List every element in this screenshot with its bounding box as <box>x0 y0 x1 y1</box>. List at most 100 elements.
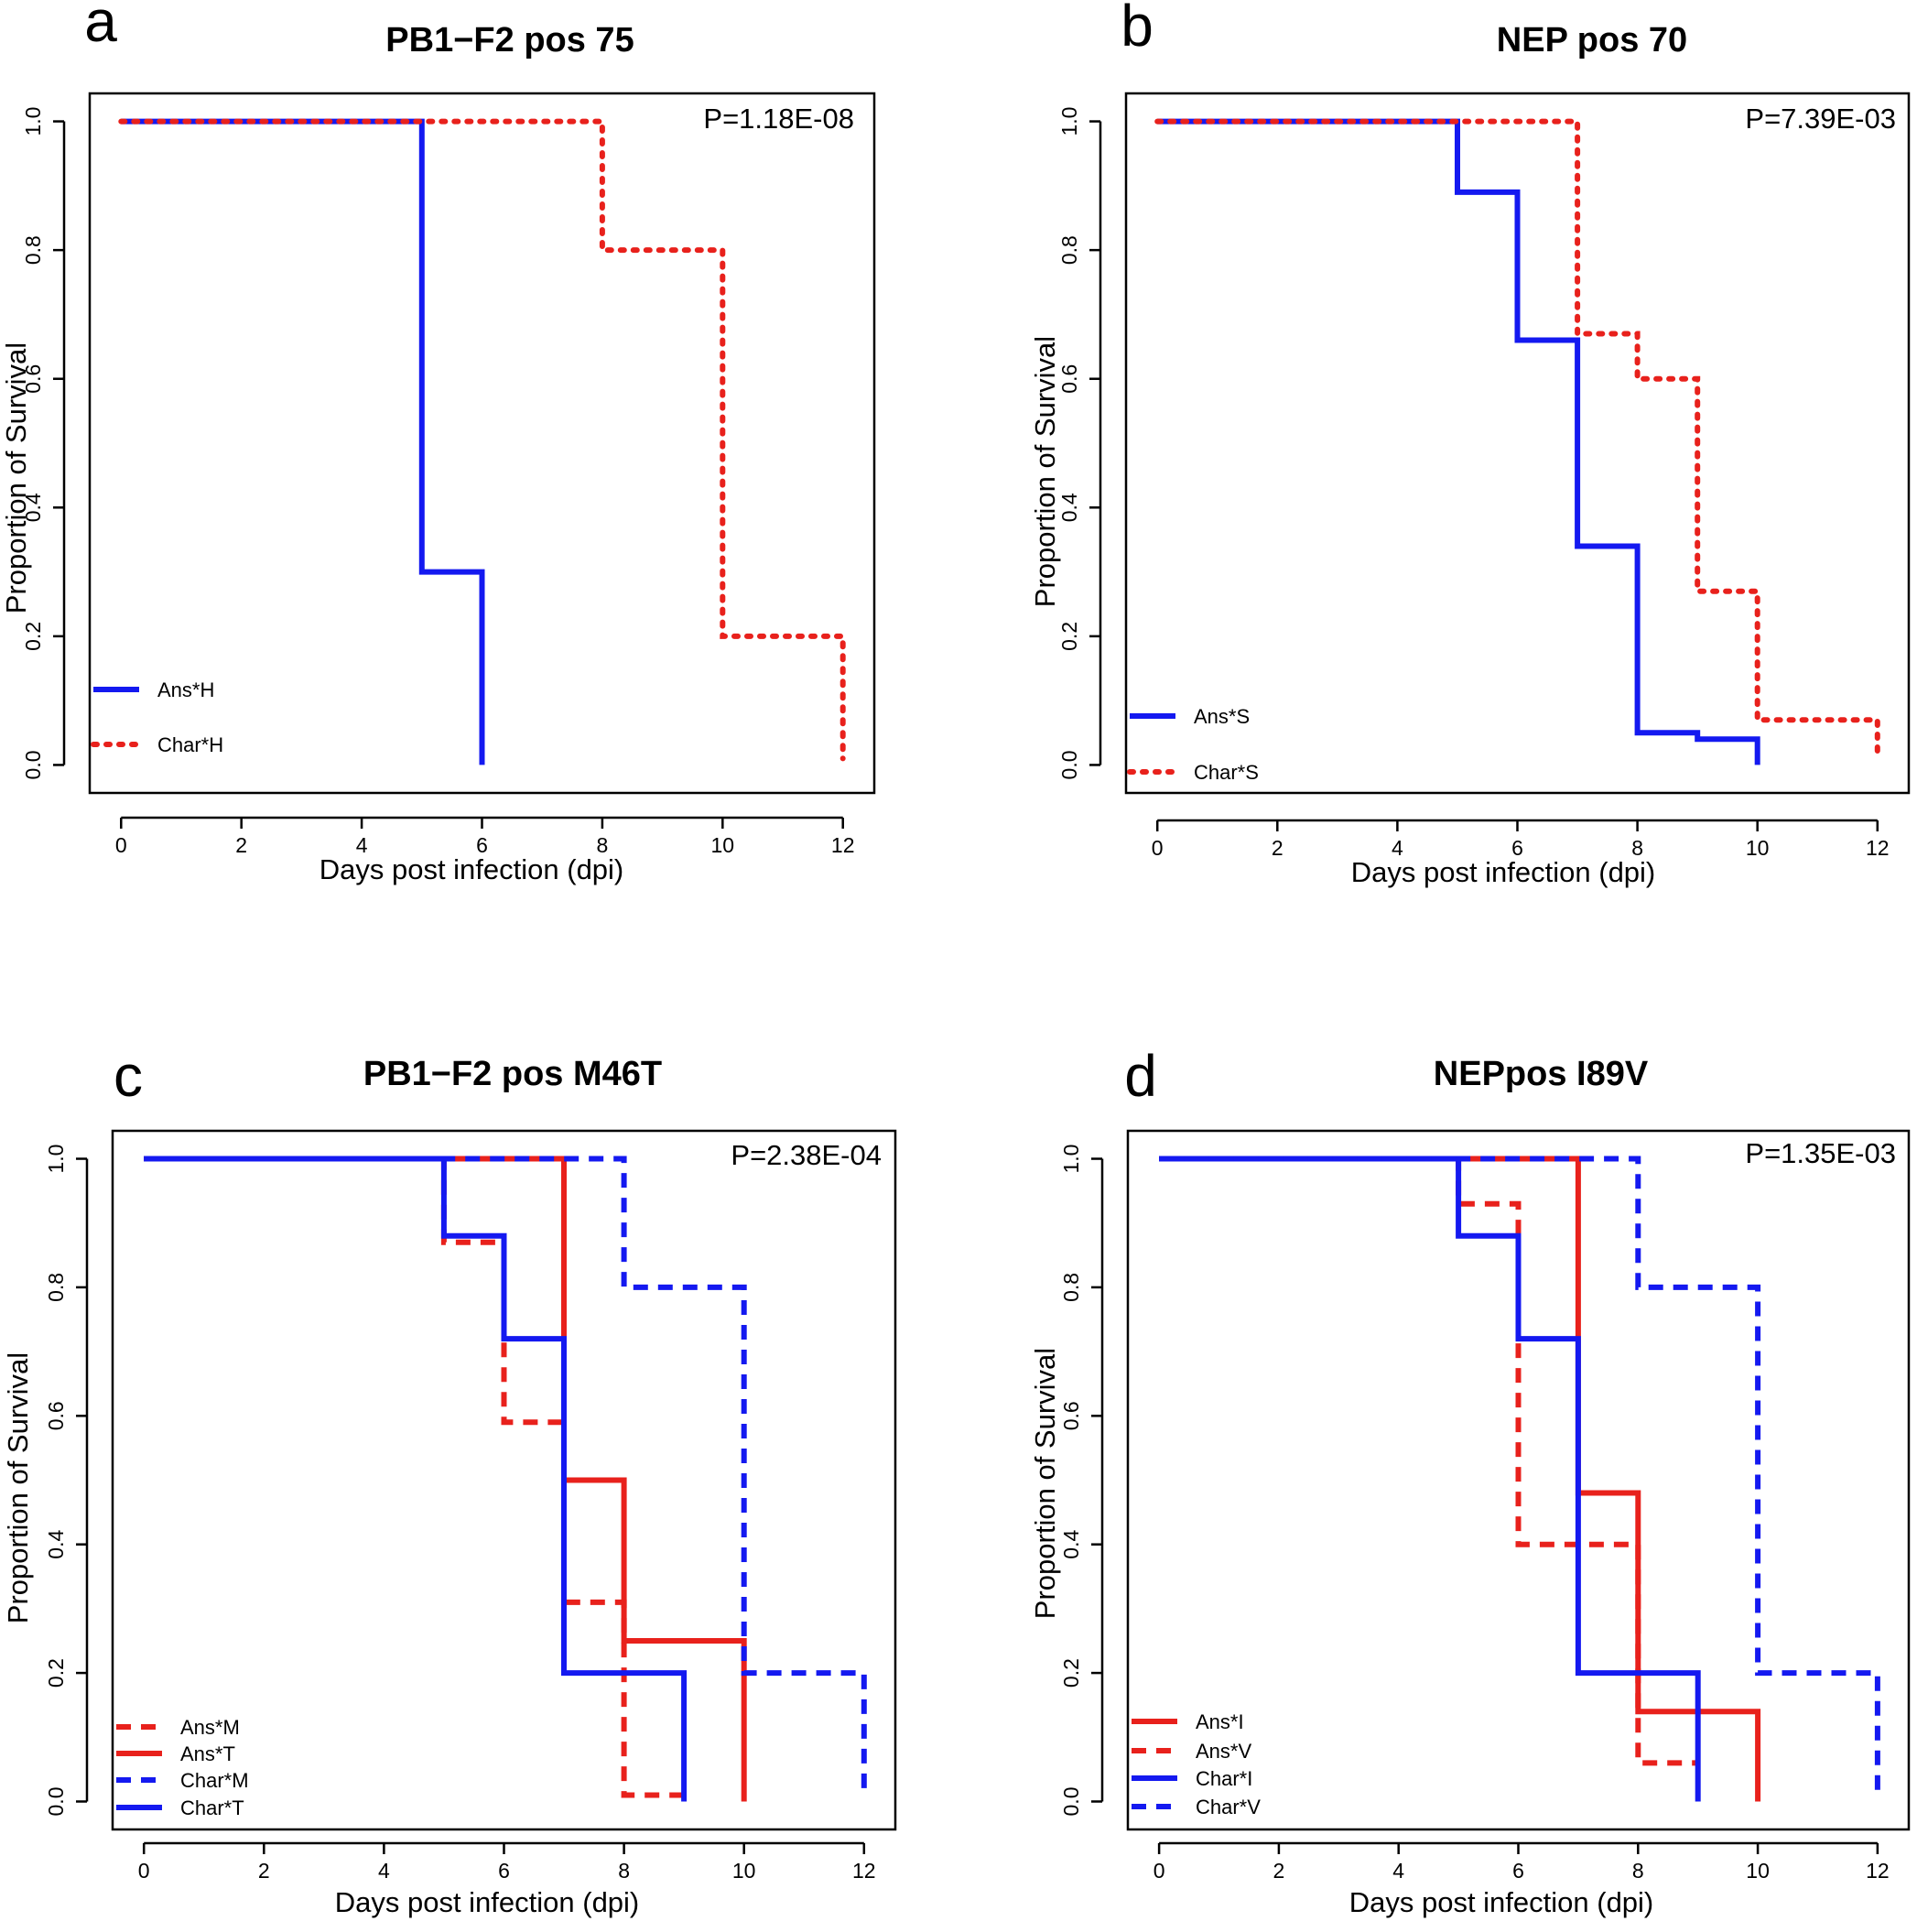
panel-d: d NEPpos I89V 0 2 4 6 8 10 12 0.0 0.2 0.4 0.6 0.8 1.0 D… <box>1029 1043 1911 1918</box>
panel-title: PB1−F2 pos 75 <box>385 21 634 60</box>
y-tick-label: 1.0 <box>21 107 45 136</box>
x-tick-label: 2 <box>1272 836 1283 860</box>
y-tick-label: 0.6 <box>44 1401 68 1430</box>
x-tick-label: 0 <box>115 833 127 857</box>
x-tick-label: 4 <box>378 1859 390 1883</box>
series-line-ans-s <box>1157 118 1760 765</box>
legend-label: Ans*M <box>180 1716 240 1739</box>
y-axis: 0.0 0.2 0.4 0.6 0.8 1.0 <box>21 107 66 779</box>
legend-label: Ans*T <box>180 1742 235 1765</box>
y-tick-label: 0.2 <box>44 1658 68 1688</box>
x-tick-label: 0 <box>1152 836 1164 860</box>
x-tick-label: 6 <box>498 1859 510 1883</box>
legend-label: Char*T <box>180 1796 244 1819</box>
y-tick-label: 0.0 <box>21 750 45 779</box>
y-tick-label: 0.2 <box>21 622 45 651</box>
series-line-ans-h <box>121 118 485 765</box>
panel-letter: d <box>1124 1043 1157 1109</box>
legend-label: Char*V <box>1196 1796 1261 1818</box>
y-tick-label: 1.0 <box>1057 107 1081 136</box>
x-tick-label: 10 <box>1746 1859 1770 1883</box>
series-line-char-s <box>1154 118 1880 762</box>
x-axis: 0 2 4 6 8 10 12 <box>138 1841 876 1883</box>
series-line-char-i <box>1159 1156 1701 1802</box>
x-tick-label: 4 <box>356 833 368 857</box>
y-tick-label: 0.8 <box>44 1273 68 1302</box>
plot-frame <box>88 92 876 795</box>
x-tick-label: 8 <box>1631 836 1643 860</box>
p-value: P=1.18E-08 <box>703 103 854 135</box>
x-axis-label: Days post infection (dpi) <box>335 1886 640 1918</box>
plot-frame <box>1124 92 1911 795</box>
x-axis-label: Days post infection (dpi) <box>1351 856 1656 888</box>
x-axis: 0 2 4 6 8 10 12 <box>115 816 855 857</box>
legend-label: Char*M <box>180 1769 249 1792</box>
x-axis-label: Days post infection (dpi) <box>320 853 624 885</box>
x-tick-label: 10 <box>1746 836 1770 860</box>
x-axis: 0 2 4 6 8 10 12 <box>1152 819 1890 860</box>
plot-frame <box>1126 1129 1911 1831</box>
y-axis-label: Proportion of Survival <box>1029 1348 1061 1619</box>
x-tick-label: 8 <box>1632 1859 1644 1883</box>
y-tick-label: 0.2 <box>1059 1658 1083 1688</box>
panel-letter: b <box>1121 0 1153 59</box>
y-axis: 0.0 0.2 0.4 0.6 0.8 1.0 <box>1057 107 1102 779</box>
x-tick-label: 12 <box>1866 1859 1890 1883</box>
legend-label: Char*I <box>1196 1767 1252 1790</box>
panel-title: NEPpos I89V <box>1434 1055 1649 1093</box>
y-tick-label: 0.6 <box>1057 364 1081 394</box>
y-tick-label: 0.0 <box>1057 750 1081 779</box>
x-tick-label: 6 <box>476 833 488 857</box>
legend: Ans*H Char*H <box>91 678 223 756</box>
x-tick-label: 10 <box>732 1859 756 1883</box>
legend-label: Char*S <box>1194 761 1259 784</box>
y-tick-label: 0.6 <box>21 364 45 394</box>
panel-b: b NEP pos 70 0 2 4 6 8 10 12 0.0 0.2 0.4 0.6 0.8 1.0 Da… <box>1029 0 1911 888</box>
legend: Ans*S Char*S <box>1127 705 1259 784</box>
y-axis-label: Proportion of Survival <box>2 1352 34 1623</box>
x-tick-label: 6 <box>1512 1859 1524 1883</box>
legend-label: Ans*S <box>1194 705 1250 728</box>
y-tick-label: 0.6 <box>1059 1401 1083 1430</box>
y-tick-label: 0.0 <box>1059 1786 1083 1816</box>
series-line-ans-t <box>144 1156 747 1802</box>
panel-title: PB1−F2 pos M46T <box>363 1055 662 1093</box>
x-tick-label: 2 <box>1273 1859 1285 1883</box>
x-tick-label: 8 <box>618 1859 630 1883</box>
x-tick-label: 2 <box>235 833 247 857</box>
legend-label: Ans*V <box>1196 1740 1251 1763</box>
x-tick-label: 0 <box>1153 1859 1165 1883</box>
x-tick-label: 10 <box>711 833 735 857</box>
y-tick-label: 0.4 <box>1057 493 1081 522</box>
x-tick-label: 4 <box>1392 1859 1404 1883</box>
p-value: P=2.38E-04 <box>731 1139 882 1171</box>
y-tick-label: 1.0 <box>1059 1145 1083 1174</box>
panel-c: c PB1−F2 pos M46T 0 2 4 6 8 10 12 0.0 0.2 0.4 0.6 0.8… <box>2 1043 897 1918</box>
series-line-char-v <box>1159 1156 1880 1796</box>
y-tick-label: 0.4 <box>1059 1530 1083 1559</box>
x-axis: 0 2 4 6 8 10 12 <box>1153 1841 1890 1883</box>
legend: Ans*I Ans*V Char*I Char*V <box>1132 1710 1261 1818</box>
x-tick-label: 8 <box>597 833 609 857</box>
plot-frame <box>111 1129 897 1831</box>
x-tick-label: 2 <box>258 1859 270 1883</box>
x-axis-label: Days post infection (dpi) <box>1349 1886 1654 1918</box>
series-line-char-m <box>144 1156 867 1796</box>
panel-letter: a <box>84 0 117 54</box>
y-tick-label: 1.0 <box>44 1145 68 1174</box>
y-tick-label: 0.4 <box>44 1530 68 1559</box>
legend: Ans*M Ans*T Char*M Char*T <box>116 1716 249 1819</box>
y-tick-label: 0.2 <box>1057 622 1081 651</box>
legend-label: Ans*I <box>1196 1710 1244 1733</box>
x-tick-label: 12 <box>831 833 855 857</box>
p-value: P=1.35E-03 <box>1745 1137 1896 1169</box>
legend-label: Char*H <box>157 733 223 756</box>
panel-title: NEP pos 70 <box>1497 21 1687 60</box>
y-axis: 0.0 0.2 0.4 0.6 0.8 1.0 <box>44 1145 89 1816</box>
x-tick-label: 12 <box>852 1859 876 1883</box>
y-tick-label: 0.4 <box>21 493 45 522</box>
x-tick-label: 12 <box>1866 836 1890 860</box>
y-axis-label: Proportion of Survival <box>0 342 32 613</box>
series-line-char-h <box>118 118 846 762</box>
